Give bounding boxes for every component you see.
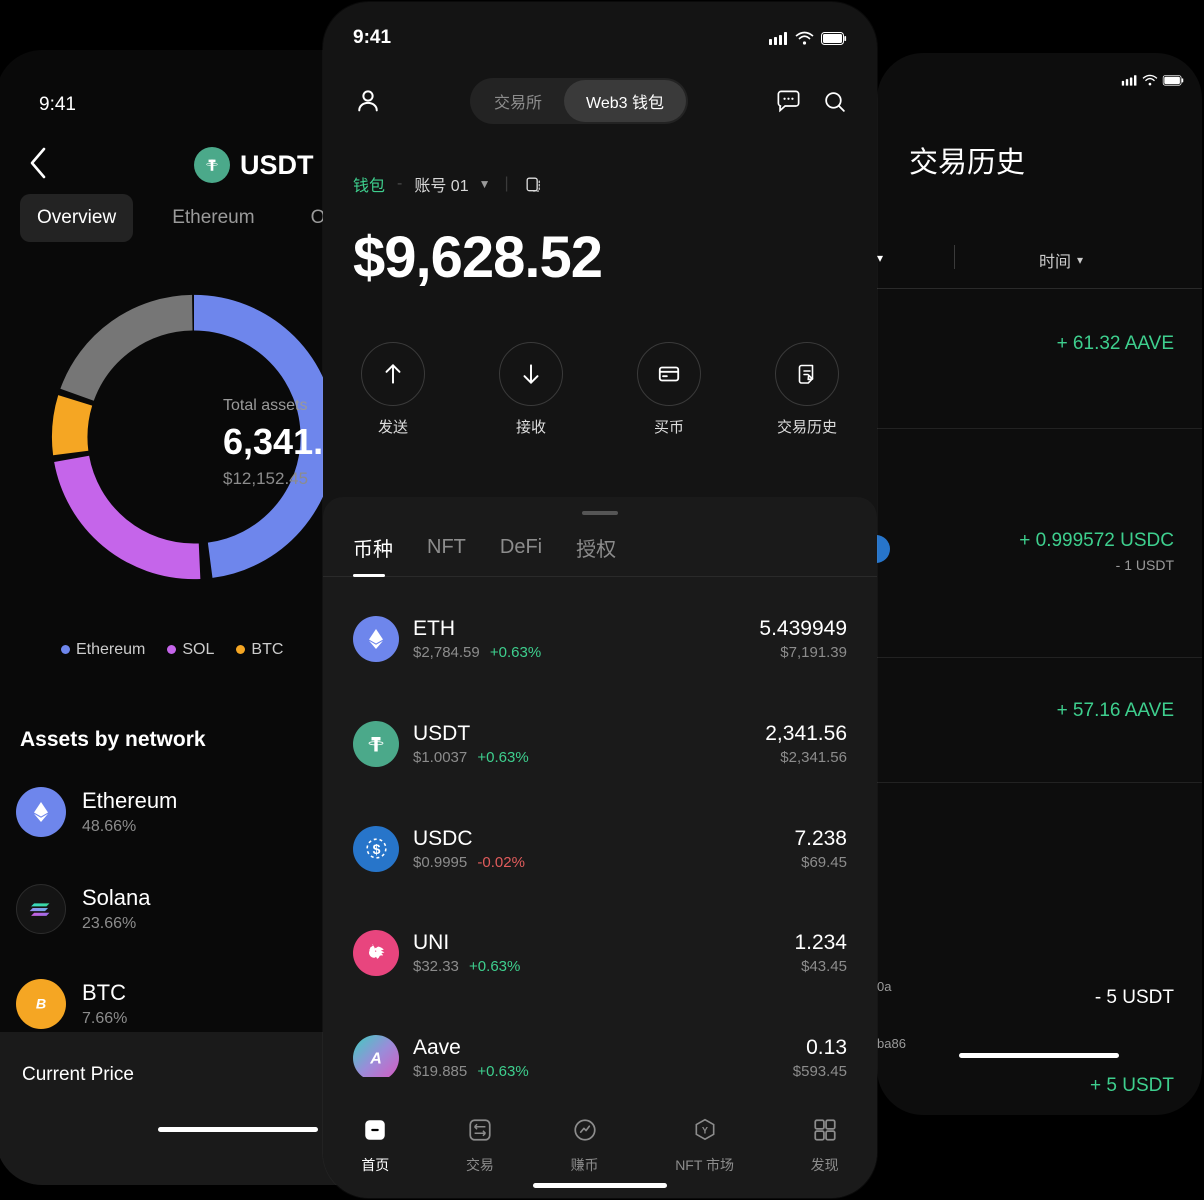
svg-text:B: B: [36, 997, 46, 1013]
svg-text:Y: Y: [702, 1125, 708, 1135]
svg-text:A: A: [369, 1050, 382, 1067]
svg-text:$: $: [372, 841, 380, 857]
